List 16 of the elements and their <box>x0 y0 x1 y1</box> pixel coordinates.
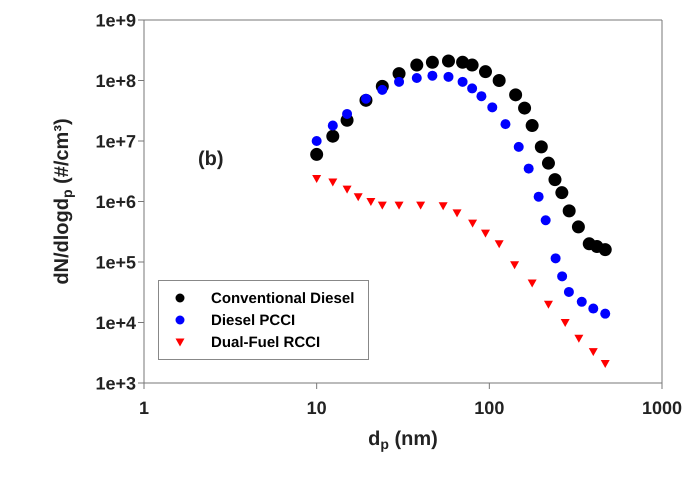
x-axis-title: d$_{p}$ (nm) <box>368 428 438 452</box>
y-tick-label: 1e+8 <box>95 70 136 91</box>
y-tick-label: 1e+7 <box>95 131 136 152</box>
y-tick-label: 1e+5 <box>95 252 136 272</box>
x-tick-label: 100 <box>474 398 504 418</box>
y-tick-label: 1e+3 <box>95 373 136 394</box>
legend-label: Conventional Diesel <box>211 290 354 306</box>
legend-label: Diesel PCCI <box>211 312 296 328</box>
x-tick-label: 1000 <box>642 398 682 418</box>
x-tick-label: 10 <box>306 398 327 418</box>
y-tick-label: 1e+9 <box>95 10 136 30</box>
legend-label: Dual-Fuel RCCI <box>211 334 320 350</box>
annotation: (b) <box>198 148 224 171</box>
y-tick-label: 1e+6 <box>95 192 136 212</box>
x-tick-label: 1 <box>138 398 150 418</box>
y-tick-label: 1e+4 <box>95 312 136 333</box>
